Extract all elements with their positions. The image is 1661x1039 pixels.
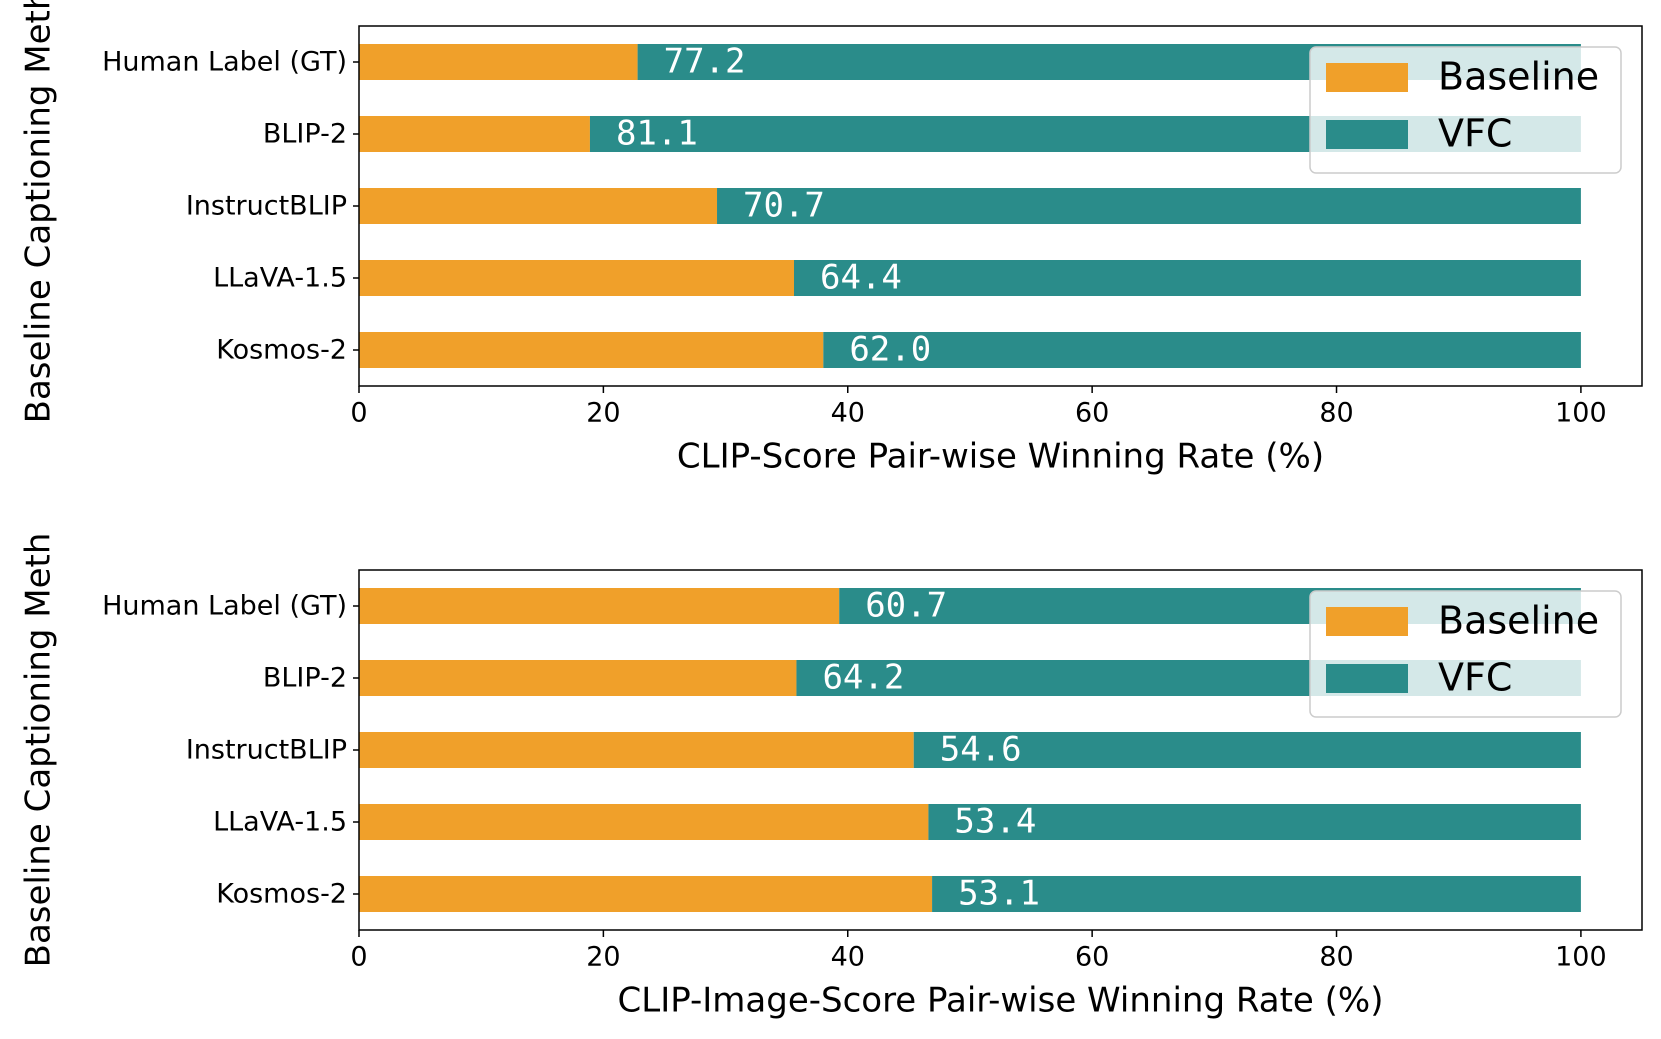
plot-frame: [358, 569, 1643, 931]
x-tick-label: 80: [1319, 398, 1353, 429]
bar-segment: [823, 332, 1581, 368]
x-tick-label: 0: [350, 942, 367, 973]
y-tick-label: Human Label (GT): [102, 591, 347, 622]
y-tick-label: LLaVA-1.5: [213, 263, 347, 294]
bar-segment: [359, 804, 929, 840]
bar-segment: [717, 188, 1581, 224]
y-tick-label: Kosmos-2: [216, 335, 347, 366]
bar-segment: [359, 188, 718, 224]
bar-segment: [913, 732, 1581, 768]
bar-segment: [359, 332, 824, 368]
bar-segment: [793, 260, 1581, 296]
y-axis-label: Baseline Captioning Meth: [19, 0, 59, 423]
x-tick-label: 100: [1555, 942, 1607, 973]
bar-segment: [359, 116, 590, 152]
value-label: 53.1: [958, 874, 1040, 914]
x-tick-label: 20: [586, 398, 620, 429]
x-tick-label: 40: [831, 942, 865, 973]
x-tick-label: 40: [831, 398, 865, 429]
y-tick-label: InstructBLIP: [186, 735, 347, 766]
bar-segment: [932, 876, 1581, 912]
bar-segment: [359, 660, 797, 696]
x-tick-label: 60: [1075, 942, 1109, 973]
x-tick-label: 20: [586, 942, 620, 973]
legend-swatch: [1326, 63, 1408, 92]
value-label: 64.2: [822, 658, 904, 698]
x-axis-label: CLIP-Score Pair-wise Winning Rate (%): [677, 437, 1324, 477]
y-tick-label: Kosmos-2: [216, 879, 347, 910]
plot-frame: [358, 25, 1643, 387]
value-label: 81.1: [616, 114, 698, 154]
value-label: 53.4: [954, 802, 1036, 842]
bar-segment: [359, 260, 794, 296]
legend-label: Baseline: [1438, 599, 1599, 643]
y-tick-label: InstructBLIP: [186, 191, 347, 222]
x-tick-label: 100: [1555, 398, 1607, 429]
bar-segment: [359, 732, 914, 768]
y-axis-label: Baseline Captioning Meth: [19, 533, 59, 968]
bar-segment: [359, 588, 840, 624]
value-label: 60.7: [865, 586, 947, 626]
bar-segment: [359, 876, 933, 912]
subplot: 60.7 Human Label (GT) 64.2 BLIP-2 54.6 Instru…: [19, 533, 1643, 1021]
y-tick-label: BLIP-2: [263, 119, 347, 150]
y-tick-label: Human Label (GT): [102, 47, 347, 78]
value-label: 64.4: [820, 258, 902, 298]
x-tick-label: 60: [1075, 398, 1109, 429]
legend-label: VFC: [1438, 656, 1512, 700]
legend-swatch: [1326, 607, 1408, 636]
subplot: 77.2 Human Label (GT) 81.1 BLIP-2 70.7 Instru…: [19, 0, 1643, 477]
bar-segment: [928, 804, 1581, 840]
legend-label: VFC: [1438, 112, 1512, 156]
x-tick-label: 0: [350, 398, 367, 429]
legend-label: Baseline: [1438, 55, 1599, 99]
bar-segment: [359, 44, 638, 80]
x-tick-label: 80: [1319, 942, 1353, 973]
y-tick-label: BLIP-2: [263, 663, 347, 694]
y-tick-label: LLaVA-1.5: [213, 807, 347, 838]
x-axis-label: CLIP-Image-Score Pair-wise Winning Rate …: [618, 981, 1384, 1021]
value-label: 54.6: [940, 730, 1022, 770]
value-label: 62.0: [849, 330, 931, 370]
value-label: 77.2: [664, 42, 746, 82]
legend-swatch: [1326, 664, 1408, 693]
value-label: 70.7: [743, 186, 825, 226]
legend-swatch: [1326, 120, 1408, 149]
